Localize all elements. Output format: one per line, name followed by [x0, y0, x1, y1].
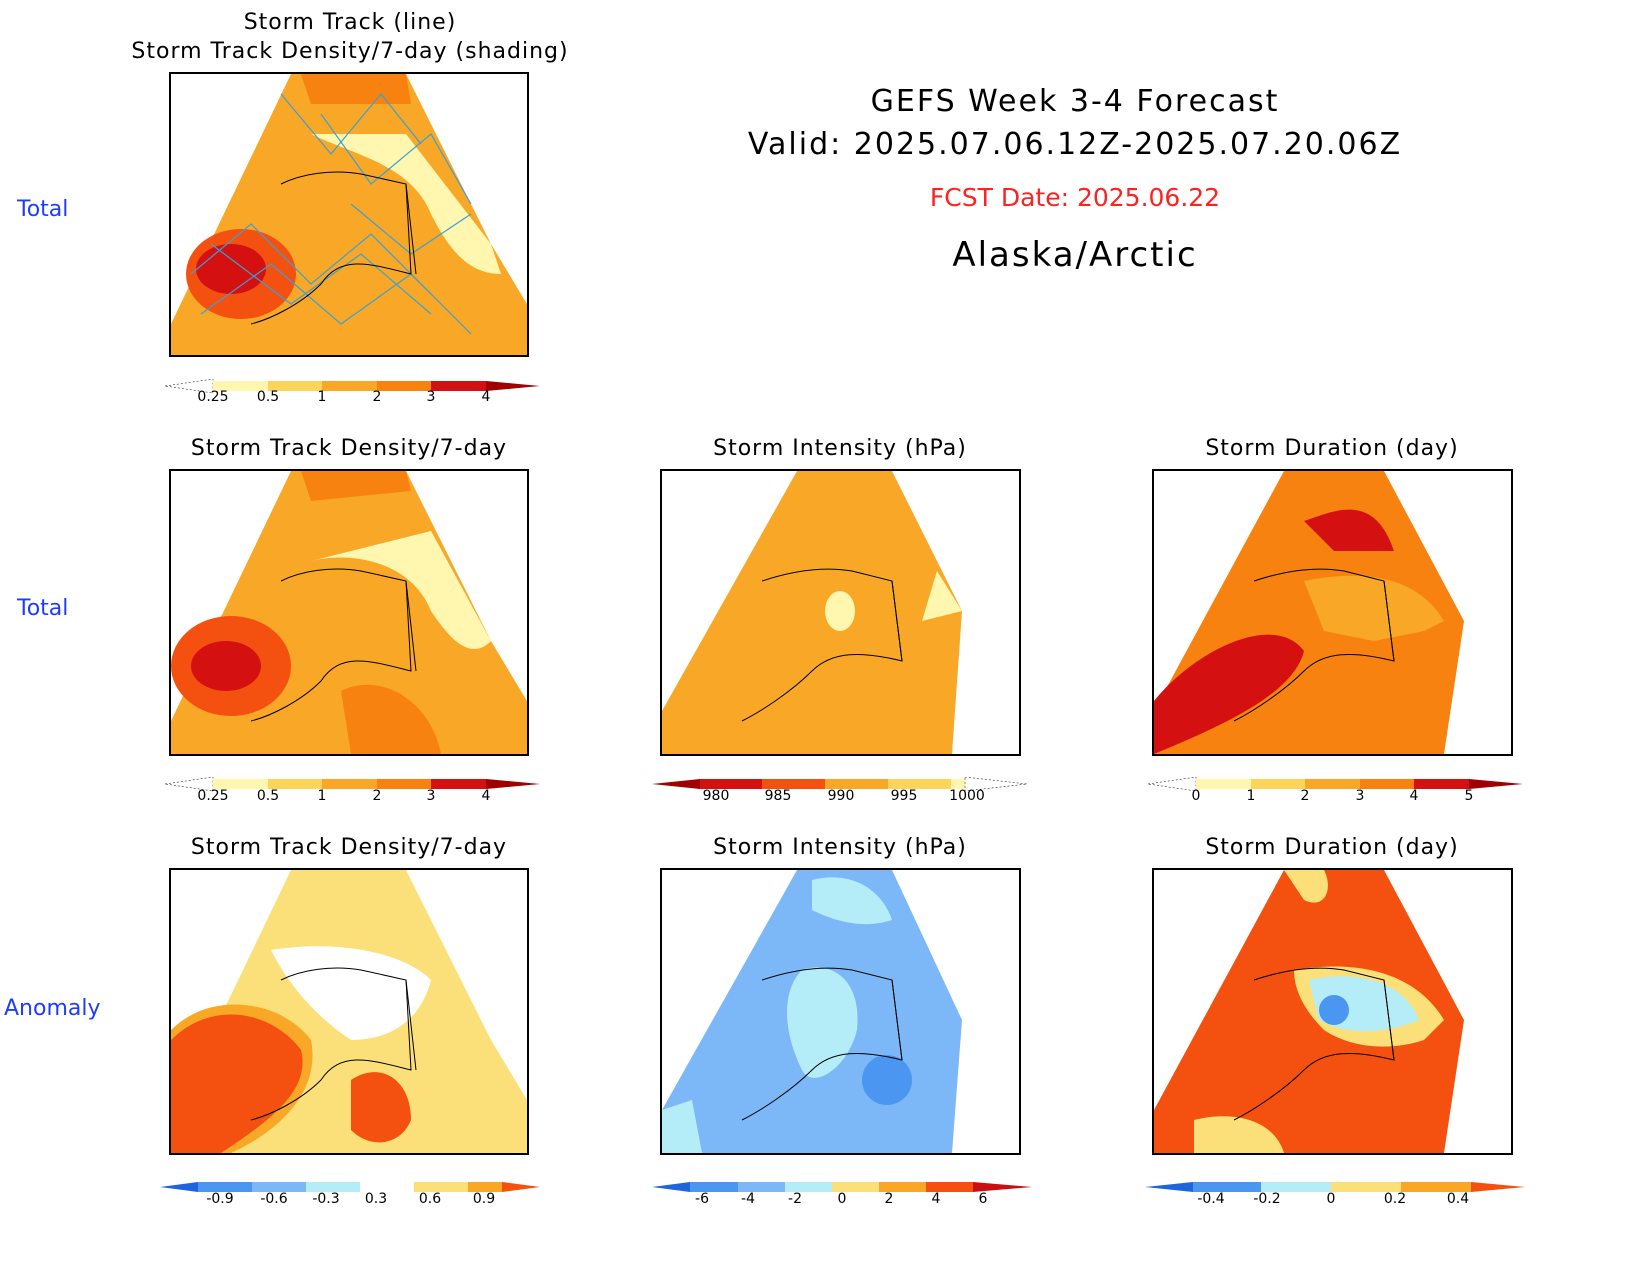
panel-storm-track-density-total-with-tracks: [169, 72, 529, 357]
colorbar-density-total-2-ticks: 0.25 0.5 1 2 3 4: [165, 788, 540, 806]
colorbar-duration-total: [1148, 777, 1523, 791]
tick-label: 995: [890, 788, 918, 804]
panel6-title: Storm Intensity (hPa): [713, 835, 967, 860]
tick-label: 5: [1464, 788, 1474, 804]
colorbar-density-anomaly-ticks: -0.9 -0.6 -0.3 0.3 0.6 0.9: [160, 1191, 540, 1209]
tick-label: 0.25: [197, 389, 229, 405]
tick-label: -0.3: [312, 1191, 340, 1207]
panel2-title: Storm Track Density/7-day: [190, 436, 508, 461]
colorbar-duration-total-ticks: 0 1 2 3 4 5: [1148, 788, 1523, 806]
panel1-title-line1: Storm Track (line): [243, 10, 457, 35]
tick-label: 2: [372, 788, 382, 804]
tick-label: -0.4: [1197, 1191, 1225, 1207]
panel4-title: Storm Duration (day): [1205, 436, 1459, 461]
tick-label: 0.6: [418, 1191, 442, 1207]
tick-label: 4: [1409, 788, 1419, 804]
tick-label: 3: [1355, 788, 1365, 804]
colorbar-intensity-anomaly: [652, 1182, 1032, 1192]
tick-label: 0: [1191, 788, 1201, 804]
row-label-anomaly: Anomaly: [4, 996, 101, 1021]
tick-label: 1000: [949, 788, 985, 804]
row-label-total-2: Total: [17, 596, 69, 621]
panel7-title: Storm Duration (day): [1205, 835, 1459, 860]
colorbar-density-total-1: [165, 379, 540, 393]
colorbar-intensity-total-ticks: 980 985 990 995 1000: [652, 788, 1027, 806]
tick-label: 4: [481, 389, 491, 405]
tick-label: -2: [788, 1191, 802, 1207]
tick-label: 1: [317, 788, 327, 804]
panel-storm-track-density-anomaly: [169, 868, 529, 1155]
tick-label: 0.4: [1446, 1191, 1470, 1207]
tick-label: 2: [372, 389, 382, 405]
fcst-date: FCST Date: 2025.06.22: [929, 183, 1221, 212]
region-name: Alaska/Arctic: [952, 235, 1198, 275]
tick-label: 0.5: [256, 389, 280, 405]
tick-label: 0.5: [256, 788, 280, 804]
tick-label: 4: [481, 788, 491, 804]
tick-label: 0: [1326, 1191, 1336, 1207]
colorbar-intensity-total: [652, 777, 1027, 791]
panel-storm-track-density-total: [169, 469, 529, 756]
row-label-total-1: Total: [17, 197, 69, 222]
tick-label: 2: [1300, 788, 1310, 804]
panel-storm-intensity-total: [660, 469, 1021, 756]
tick-label: -0.2: [1253, 1191, 1281, 1207]
tick-label: 2: [884, 1191, 894, 1207]
tick-label: 0: [837, 1191, 847, 1207]
colorbar-intensity-anomaly-ticks: -6 -4 -2 0 2 4 6: [652, 1191, 1032, 1209]
tick-label: 0.9: [472, 1191, 496, 1207]
colorbar-duration-anomaly-ticks: -0.4 -0.2 0 0.2 0.4: [1145, 1191, 1525, 1209]
tick-label: 3: [426, 788, 436, 804]
tick-label: 980: [702, 788, 730, 804]
panel-storm-duration-total: [1152, 469, 1513, 756]
tick-label: 0.25: [197, 788, 229, 804]
tick-label: -4: [741, 1191, 755, 1207]
tick-label: 1: [317, 389, 327, 405]
tick-label: -6: [695, 1191, 709, 1207]
tick-label: 4: [931, 1191, 941, 1207]
valid-period: Valid: 2025.07.06.12Z-2025.07.20.06Z: [747, 127, 1403, 162]
colorbar-density-total-1-ticks: 0.25 0.5 1 2 3 4: [165, 389, 540, 407]
forecast-title: GEFS Week 3-4 Forecast: [870, 84, 1280, 119]
tick-label: 985: [764, 788, 792, 804]
panel-storm-intensity-anomaly: [660, 868, 1021, 1155]
tick-label: 6: [978, 1191, 988, 1207]
tick-label: 3: [426, 389, 436, 405]
tick-label: 990: [827, 788, 855, 804]
panel3-title: Storm Intensity (hPa): [713, 436, 967, 461]
colorbar-duration-anomaly: [1145, 1182, 1525, 1192]
tick-label: -0.9: [206, 1191, 234, 1207]
panel1-title-line2: Storm Track Density/7-day (shading): [131, 39, 569, 64]
tick-label: 0.3: [364, 1191, 388, 1207]
tick-label: -0.6: [260, 1191, 288, 1207]
panel-storm-duration-anomaly: [1152, 868, 1513, 1155]
tick-label: 0.2: [1383, 1191, 1407, 1207]
tick-label: 1: [1246, 788, 1256, 804]
panel5-title: Storm Track Density/7-day: [190, 835, 508, 860]
colorbar-density-total-2: [165, 777, 540, 791]
colorbar-density-anomaly: [160, 1182, 540, 1192]
